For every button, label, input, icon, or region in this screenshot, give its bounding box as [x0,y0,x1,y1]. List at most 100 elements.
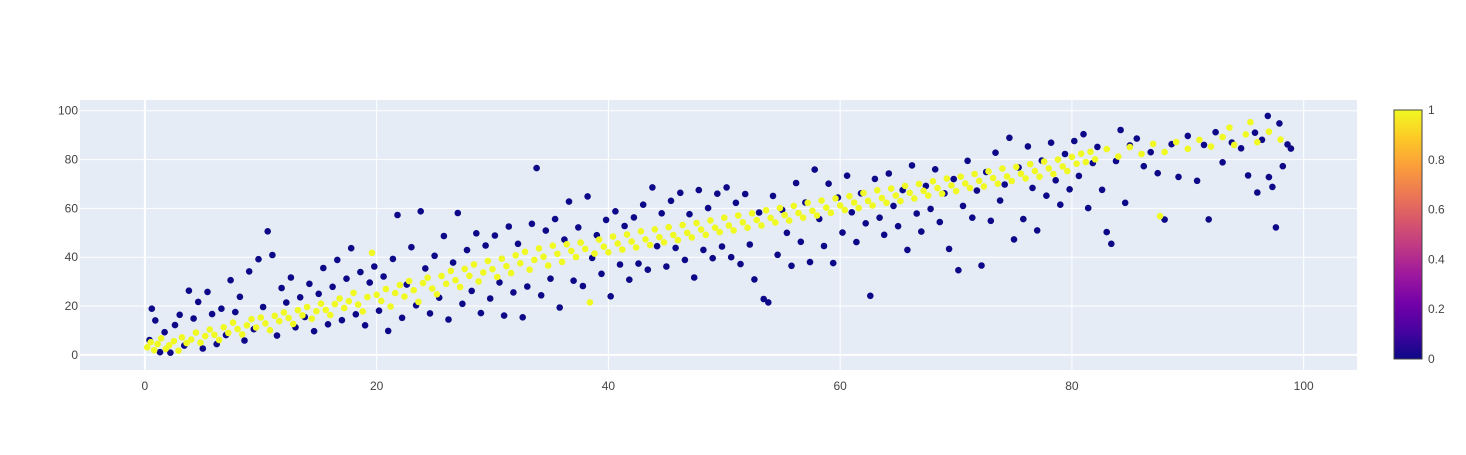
data-point [447,267,455,275]
data-point [1205,216,1212,223]
data-point [294,306,302,314]
data-point [621,222,628,230]
data-point [387,303,394,310]
data-point [1264,112,1272,120]
data-point [839,229,846,236]
data-point [299,312,306,319]
data-point [663,263,670,270]
data-point [540,253,547,260]
data-point [1068,153,1076,161]
data-point [628,238,635,245]
data-point [1115,153,1122,160]
data-point [646,241,654,249]
data-point [751,276,758,283]
data-point [1230,141,1238,149]
data-point [660,239,668,246]
data-point [721,214,728,221]
data-point [468,287,476,295]
data-point [394,211,401,219]
data-point [313,307,320,315]
data-point [371,263,378,270]
data-point [456,283,464,291]
data-point [194,298,202,306]
data-point [199,345,207,352]
data-point [642,236,649,243]
data-point [310,327,318,335]
data-point [843,172,851,179]
data-point [714,190,721,197]
data-point [549,242,557,249]
data-point [584,193,591,200]
data-point [1033,227,1041,234]
data-point [285,314,292,322]
data-point [575,224,582,231]
data-point [955,266,962,274]
data-point [1247,118,1254,126]
data-point [1272,224,1280,231]
data-point [234,325,241,333]
data-point [572,253,580,261]
colorbar-tick-label: 0.4 [1428,252,1445,266]
data-point [929,178,937,185]
x-tick-label: 80 [1065,379,1079,393]
data-point [758,222,765,229]
data-point [690,274,698,281]
data-point [152,317,159,324]
data-point [556,304,563,311]
data-point [962,180,969,187]
data-point [334,256,341,264]
data-point [547,275,554,283]
data-point [554,250,561,258]
data-point [846,192,853,200]
data-point [175,347,182,355]
data-point [683,229,691,237]
data-point [609,233,617,240]
data-point [862,220,869,227]
data-point [637,228,645,235]
data-point [306,280,313,288]
data-point [329,283,336,291]
data-point [410,286,418,294]
data-point [700,246,707,254]
data-point [850,199,858,206]
data-point [1147,148,1154,156]
data-point [150,346,158,354]
data-point [238,331,246,338]
data-point [943,175,951,182]
y-tick-label: 40 [65,250,79,264]
data-point [1265,173,1273,181]
data-point [788,262,795,270]
data-point [878,194,886,202]
data-point [484,257,492,265]
data-point [289,320,297,328]
data-point [1133,135,1141,142]
data-point [927,205,934,213]
data-point [987,217,995,225]
data-point [755,209,763,216]
data-point [799,214,807,221]
data-point [243,322,251,329]
data-point [1017,170,1025,177]
y-tick-label: 100 [58,104,78,118]
data-point [823,204,830,211]
data-point [1237,145,1245,152]
data-point [517,260,524,267]
data-point [271,312,279,320]
data-point [748,210,756,217]
data-point [528,220,536,228]
data-point [255,255,262,263]
data-point [626,276,633,284]
data-point [619,246,626,253]
data-point [1026,160,1034,168]
data-point [667,197,675,205]
data-point [347,244,355,252]
y-tick-label: 80 [65,153,79,167]
data-point [500,312,508,319]
data-point [727,253,735,261]
data-point [498,255,506,262]
data-point [1277,136,1284,143]
data-point [774,251,781,259]
data-point [769,192,777,200]
data-point [1054,156,1062,163]
